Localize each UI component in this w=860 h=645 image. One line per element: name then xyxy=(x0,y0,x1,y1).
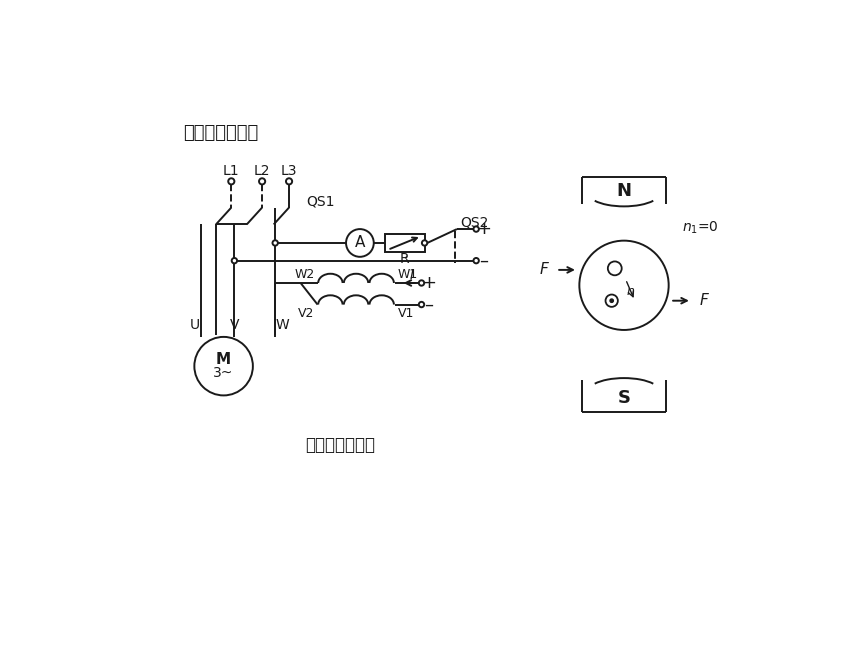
Text: W1: W1 xyxy=(397,268,418,281)
Circle shape xyxy=(346,229,374,257)
Text: QS2: QS2 xyxy=(460,216,488,230)
Text: L1: L1 xyxy=(223,164,240,177)
Text: +: + xyxy=(421,274,436,292)
Text: L2: L2 xyxy=(254,164,270,177)
Text: W: W xyxy=(276,317,290,332)
Circle shape xyxy=(231,258,237,263)
Text: n: n xyxy=(626,285,634,298)
Circle shape xyxy=(580,241,669,330)
Circle shape xyxy=(194,337,253,395)
Text: I: I xyxy=(409,268,414,281)
Text: V: V xyxy=(230,317,239,332)
Text: U: U xyxy=(189,317,200,332)
Text: F: F xyxy=(699,293,709,308)
Circle shape xyxy=(474,258,479,263)
Circle shape xyxy=(422,240,427,246)
Text: 3~: 3~ xyxy=(213,366,234,380)
Text: N: N xyxy=(617,183,631,201)
Text: $n_1$=0: $n_1$=0 xyxy=(682,219,719,236)
Text: 能耗制动原理图: 能耗制动原理图 xyxy=(305,435,376,453)
Text: L3: L3 xyxy=(281,164,298,177)
Text: +: + xyxy=(476,220,491,238)
Text: M: M xyxy=(216,352,231,367)
Circle shape xyxy=(610,299,613,303)
Text: W2: W2 xyxy=(294,268,315,281)
Text: S: S xyxy=(617,390,630,408)
Circle shape xyxy=(259,178,265,184)
Circle shape xyxy=(228,178,235,184)
Circle shape xyxy=(608,261,622,275)
Text: 能耗制动原理：: 能耗制动原理： xyxy=(183,124,258,142)
Text: QS1: QS1 xyxy=(306,194,335,208)
Bar xyxy=(384,233,425,252)
Circle shape xyxy=(273,240,278,246)
Circle shape xyxy=(419,281,424,286)
Circle shape xyxy=(474,226,479,232)
Text: –: – xyxy=(479,252,488,270)
Text: R: R xyxy=(400,252,409,266)
Circle shape xyxy=(419,302,424,307)
Text: F: F xyxy=(540,263,549,277)
Text: V2: V2 xyxy=(298,306,315,319)
Text: –: – xyxy=(424,295,433,313)
Text: V1: V1 xyxy=(397,306,414,319)
Circle shape xyxy=(286,178,292,184)
Text: A: A xyxy=(354,235,366,250)
Circle shape xyxy=(605,295,617,307)
